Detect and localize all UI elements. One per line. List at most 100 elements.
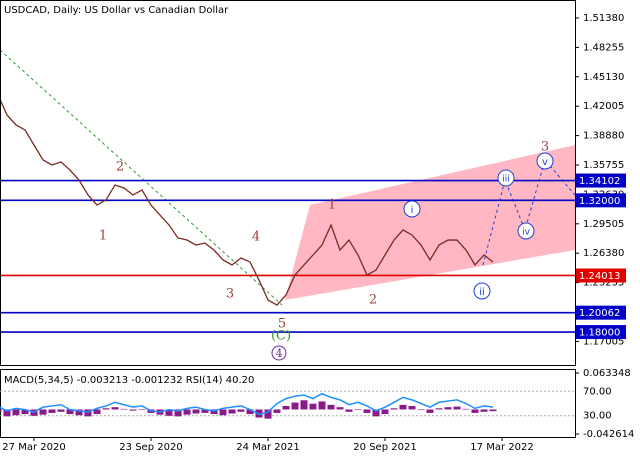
macd-bar <box>273 409 281 413</box>
x-tick-label: 17 Mar 2022 <box>470 442 533 453</box>
wave-circle <box>473 282 491 300</box>
macd-bar <box>417 409 425 411</box>
macd-bar <box>84 409 92 417</box>
levels <box>0 179 575 333</box>
wave-circle <box>497 169 515 187</box>
macd-bar <box>102 408 110 410</box>
y-tick-label: 1.23255 <box>583 278 624 289</box>
macd-bar <box>93 409 101 415</box>
wave-label: (C) <box>271 329 291 344</box>
x-tick-label: 23 Sep 2020 <box>119 442 182 453</box>
level-box <box>576 173 626 188</box>
macd-bar <box>435 408 443 410</box>
wave-label: 3 <box>541 140 549 155</box>
macd-bar <box>399 404 407 410</box>
macd-bar <box>381 409 389 415</box>
projection <box>482 158 576 266</box>
y-tick-label: 1.38880 <box>583 131 624 142</box>
main-frame <box>0 0 576 366</box>
macd-bar <box>192 409 200 414</box>
macd-bar <box>345 409 353 412</box>
macd-bar <box>309 403 317 410</box>
rsi-tick-label: 70.00 <box>583 386 612 397</box>
macd-bar <box>255 409 263 418</box>
level-box <box>576 193 626 208</box>
y-tick-label: 1.51380 <box>583 13 624 24</box>
macd-bar <box>0 409 2 412</box>
macd-bar <box>12 409 20 416</box>
macd-bar <box>165 409 173 416</box>
x-tick-label: 20 Sep 2021 <box>353 442 416 453</box>
wave-label: 5 <box>278 317 286 332</box>
level-box <box>576 305 626 320</box>
level-label: 1.32000 <box>579 196 620 207</box>
x-tick-label: 24 Mar 2021 <box>236 442 299 453</box>
macd-bar <box>57 409 65 412</box>
macd-bar <box>336 407 344 410</box>
wave-circle <box>403 200 421 218</box>
wave-label: 2 <box>116 160 124 175</box>
macd-bar <box>372 409 380 417</box>
wave-label: iv <box>522 228 531 238</box>
macd-bar <box>39 409 47 415</box>
wave-label: 3 <box>226 287 234 302</box>
wave-label: v <box>542 157 548 168</box>
y-tick-label: 1.29505 <box>583 219 624 230</box>
y-tick-label: 1.35755 <box>583 160 624 171</box>
macd-tick-label: -0.042614 <box>583 429 634 440</box>
wave-labels: 2 1 4 3 5 (C) 4 1 2 3 i ii iii iv v <box>99 140 554 361</box>
wave-circle <box>517 222 535 240</box>
y-tick-label: 1.45130 <box>583 72 624 83</box>
level-box <box>576 325 626 340</box>
level-label: 1.18000 <box>579 328 620 339</box>
macd-bar <box>264 409 272 419</box>
macd-bar <box>3 409 11 417</box>
macd-bar <box>183 409 191 415</box>
macd-bar <box>354 409 362 411</box>
level-label: 1.24013 <box>579 271 620 282</box>
wave-label: 4 <box>276 347 283 360</box>
wave-label: 1 <box>99 229 107 244</box>
wave-label: iii <box>502 175 510 185</box>
macd-bar <box>471 409 479 413</box>
macd-bar <box>327 404 335 410</box>
indicator-label: MACD(5,34,5) -0.003213 -0.001232 RSI(14)… <box>4 375 254 386</box>
wave-circle <box>536 152 554 170</box>
macd-bar <box>444 407 452 410</box>
macd-bar <box>111 407 119 410</box>
indicator-frame <box>0 369 576 438</box>
rsi-tick-label: 30.00 <box>583 411 612 422</box>
plot <box>0 97 494 306</box>
macd-bar <box>66 409 74 415</box>
macd-bar <box>363 409 371 413</box>
macd-bar <box>408 406 416 410</box>
level-label: 1.34102 <box>579 176 620 187</box>
y-tick-label: 1.26380 <box>583 248 624 259</box>
rsi-line <box>0 392 494 416</box>
price-line <box>0 97 494 306</box>
wave-label: ii <box>479 287 485 298</box>
wave-label: i <box>411 205 414 216</box>
macd-bar <box>48 409 56 413</box>
macd-bar <box>237 409 245 412</box>
macd-bar <box>174 409 182 417</box>
wave-circle <box>271 345 287 361</box>
wave-label: 1 <box>328 198 336 213</box>
y-tick-label: 1.17005 <box>583 336 624 347</box>
y-tick-label: 1.48255 <box>583 42 624 53</box>
macd-bar <box>210 409 218 415</box>
wave-label: 4 <box>252 230 260 245</box>
macd-bar <box>291 402 299 410</box>
macd-bar <box>246 409 254 415</box>
macd-bar <box>75 409 83 416</box>
macd-bar <box>462 408 470 410</box>
macd-tick-label: 0.063348 <box>583 368 631 379</box>
macd-bar <box>426 409 434 413</box>
macd-bar <box>318 401 326 410</box>
chart-title: USDCAD, Daily: US Dollar vs Canadian Dol… <box>4 5 229 16</box>
macd-bar <box>282 406 290 410</box>
y-tick-label: 1.42005 <box>583 101 624 112</box>
macd-bar <box>21 409 29 415</box>
macd-bar <box>219 409 227 416</box>
